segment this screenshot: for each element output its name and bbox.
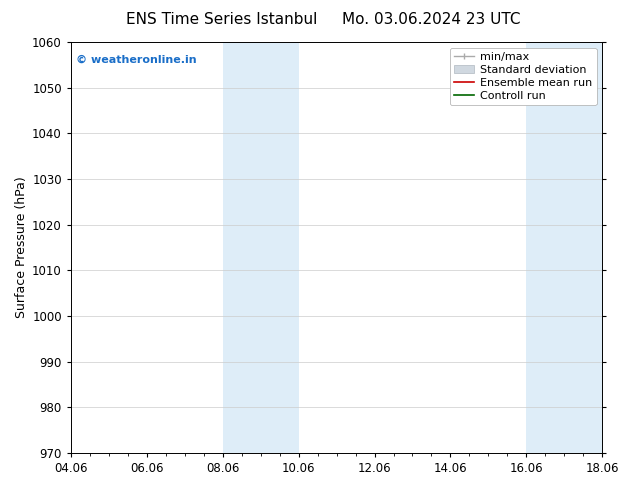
Legend: min/max, Standard deviation, Ensemble mean run, Controll run: min/max, Standard deviation, Ensemble me… <box>450 48 597 105</box>
Text: © weatheronline.in: © weatheronline.in <box>76 54 197 64</box>
Text: Mo. 03.06.2024 23 UTC: Mo. 03.06.2024 23 UTC <box>342 12 521 27</box>
Bar <box>526 42 602 453</box>
Y-axis label: Surface Pressure (hPa): Surface Pressure (hPa) <box>15 176 28 318</box>
Bar <box>223 42 299 453</box>
Text: ENS Time Series Istanbul: ENS Time Series Istanbul <box>126 12 318 27</box>
